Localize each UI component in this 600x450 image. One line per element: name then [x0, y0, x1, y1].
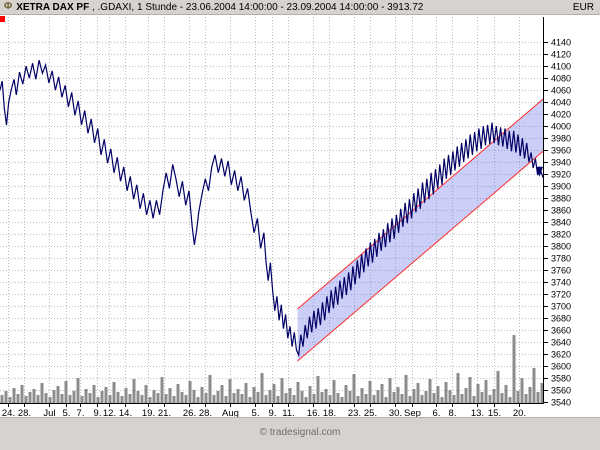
x-tick-label: 8. [449, 408, 457, 417]
chart-area[interactable]: 4140 4120 4100 4080 4060 4040 4020 4000 3980 3960… [0, 15, 600, 419]
x-tick-label: 7. [77, 408, 85, 417]
y-tick-label: 3540 [551, 398, 571, 408]
x-tick-label: 9. [94, 408, 102, 417]
currency-label: EUR [572, 1, 594, 13]
y-tick-label: 3560 [551, 386, 571, 396]
y-tick-label: 4140 [551, 38, 571, 48]
x-tick-label: 11. [282, 408, 295, 417]
y-tick-label: 3940 [551, 158, 571, 168]
y-tick-label: 3920 [551, 170, 571, 180]
x-tick-label: 5. [252, 408, 260, 417]
x-tick-label: Jul [43, 408, 55, 417]
y-tick-label: 3840 [551, 218, 571, 228]
y-tick-label: 3620 [551, 350, 571, 360]
volume-bars [0, 335, 544, 403]
y-tick-label: 4120 [551, 50, 571, 60]
x-tick-label: 18. [323, 408, 336, 417]
y-tick-label: 3680 [551, 314, 571, 324]
y-tick-label: 3960 [551, 146, 571, 156]
x-tick-label: 13. [471, 408, 484, 417]
last-price-arrow-icon [536, 166, 543, 177]
x-tick-label: 25. [364, 408, 377, 417]
axes [0, 17, 544, 404]
price-chart-canvas[interactable]: 4140 4120 4100 4080 4060 4040 4020 4000 3980 3960… [0, 15, 600, 419]
footer-bar: © tradesignal.com [0, 417, 600, 450]
x-tick-label: 20. [513, 408, 526, 417]
x-tick-label: 26. [183, 408, 196, 417]
y-tick-label: 3740 [551, 278, 571, 288]
channel-lower-line [297, 150, 544, 362]
x-tick-label: 12. [103, 408, 116, 417]
y-tick-label: 3860 [551, 206, 571, 216]
y-tick-label: 3760 [551, 266, 571, 276]
x-tick-label: 16. [307, 408, 320, 417]
y-tick-label: 4020 [551, 110, 571, 120]
instrument-name: XETRA DAX PF [16, 1, 90, 13]
y-tick-label: 4000 [551, 122, 571, 132]
y-tick-label: 4060 [551, 86, 571, 96]
x-tick-label: 14. [119, 408, 132, 417]
y-tick-label: 3700 [551, 302, 571, 312]
price-line [0, 60, 544, 358]
channel-fill [297, 99, 543, 361]
y-tick-label: 3820 [551, 230, 571, 240]
tradesignal-phi-icon: Φ [4, 1, 13, 12]
x-tick-label: 15. [488, 408, 501, 417]
y-tick-label: 3880 [551, 194, 571, 204]
x-tick-label: 5. [63, 408, 71, 417]
x-tick-label: 6. [433, 408, 441, 417]
y-tick-label: 3980 [551, 134, 571, 144]
y-tick-label: 3800 [551, 242, 571, 252]
x-tick-label: Sep [404, 408, 421, 417]
chart-title-details: , .GDAXI, 1 Stunde - 23.06.2004 14:00:00… [89, 1, 424, 13]
x-tick-label: 19. [142, 408, 155, 417]
y-tick-label: 3720 [551, 290, 571, 300]
x-tick-label: 23. [348, 408, 361, 417]
x-axis-labels[interactable]: 24. 28. Jul 5. 7. 9. 12. 14. 19. 21. 26. 28. Aug 5. 9.… [2, 404, 526, 419]
x-tick-label: 30. [389, 408, 402, 417]
y-tick-label: 4040 [551, 98, 571, 108]
y-tick-label: 3660 [551, 326, 571, 336]
credit-text: © tradesignal.com [259, 427, 341, 438]
x-tick-label: 28. [199, 408, 212, 417]
x-tick-label: Aug [222, 408, 239, 417]
y-tick-label: 3640 [551, 338, 571, 348]
y-tick-label: 4080 [551, 74, 571, 84]
y-tick-label: 3780 [551, 254, 571, 264]
y-tick-label: 3600 [551, 362, 571, 372]
x-tick-label: 24. [2, 408, 15, 417]
y-tick-label: 4100 [551, 62, 571, 72]
y-tick-label: 3580 [551, 374, 571, 384]
x-tick-label: 9. [269, 408, 277, 417]
x-tick-label: 28. [18, 408, 31, 417]
chart-title-bar: Φ XETRA DAX PF , .GDAXI, 1 Stunde - 23.0… [0, 0, 600, 15]
left-edge-marker [0, 16, 5, 22]
y-tick-label: 3900 [551, 182, 571, 192]
x-tick-label: 21. [158, 408, 171, 417]
y-axis-labels[interactable]: 4140 4120 4100 4080 4060 4040 4020 4000 3980 3960… [544, 38, 571, 408]
